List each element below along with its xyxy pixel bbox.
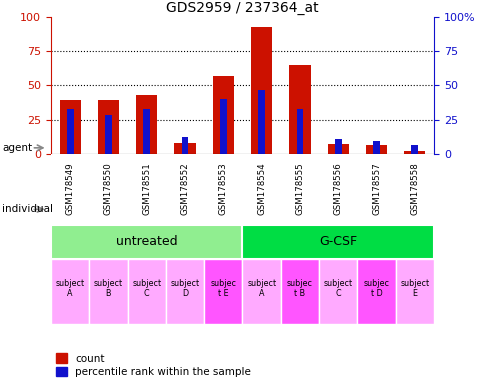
- Bar: [410, 146, 418, 154]
- Bar: [143, 109, 150, 154]
- Text: GSM178553: GSM178553: [218, 163, 227, 215]
- Bar: [289, 65, 310, 154]
- Bar: [219, 99, 227, 154]
- Bar: [51, 259, 89, 324]
- Text: subject
A: subject A: [246, 279, 276, 298]
- Text: subject
B: subject B: [93, 279, 123, 298]
- Bar: [181, 137, 188, 154]
- Bar: [136, 95, 157, 154]
- Text: untreated: untreated: [116, 235, 177, 248]
- Bar: [212, 76, 233, 154]
- Bar: [257, 89, 265, 154]
- Text: GSM178551: GSM178551: [142, 163, 151, 215]
- Bar: [372, 141, 379, 154]
- Bar: [327, 144, 348, 154]
- Bar: [66, 109, 74, 154]
- Bar: [404, 151, 424, 154]
- Bar: [98, 101, 119, 154]
- Bar: [242, 225, 433, 259]
- Text: GSM178555: GSM178555: [295, 163, 304, 215]
- Bar: [105, 116, 112, 154]
- Bar: [251, 27, 272, 154]
- Bar: [296, 109, 303, 154]
- Text: GSM178556: GSM178556: [333, 163, 342, 215]
- Text: GSM178557: GSM178557: [371, 163, 380, 215]
- Text: subjec
t E: subjec t E: [210, 279, 236, 298]
- Bar: [365, 146, 386, 154]
- Text: GSM178554: GSM178554: [257, 163, 266, 215]
- Text: G-CSF: G-CSF: [318, 235, 357, 248]
- Bar: [242, 259, 280, 324]
- Text: subject
A: subject A: [55, 279, 85, 298]
- Bar: [318, 259, 357, 324]
- Bar: [127, 259, 166, 324]
- Bar: [357, 259, 395, 324]
- Text: subject
D: subject D: [170, 279, 199, 298]
- Bar: [51, 225, 242, 259]
- Bar: [166, 259, 204, 324]
- Text: GSM178552: GSM178552: [180, 163, 189, 215]
- Title: GDS2959 / 237364_at: GDS2959 / 237364_at: [166, 1, 318, 15]
- Text: subject
E: subject E: [399, 279, 429, 298]
- Bar: [280, 259, 318, 324]
- Bar: [60, 101, 80, 154]
- Text: subjec
t B: subjec t B: [287, 279, 312, 298]
- Legend: count, percentile rank within the sample: count, percentile rank within the sample: [56, 353, 250, 377]
- Bar: [174, 143, 195, 154]
- Bar: [395, 259, 433, 324]
- Text: subjec
t D: subjec t D: [363, 279, 389, 298]
- Text: GSM178550: GSM178550: [104, 163, 113, 215]
- Text: GSM178558: GSM178558: [409, 163, 419, 215]
- Bar: [204, 259, 242, 324]
- Bar: [334, 139, 341, 154]
- Text: agent: agent: [2, 143, 32, 153]
- Bar: [89, 259, 127, 324]
- Text: GSM178549: GSM178549: [65, 163, 75, 215]
- Text: individual: individual: [2, 204, 53, 214]
- Text: subject
C: subject C: [323, 279, 352, 298]
- Text: subject
C: subject C: [132, 279, 161, 298]
